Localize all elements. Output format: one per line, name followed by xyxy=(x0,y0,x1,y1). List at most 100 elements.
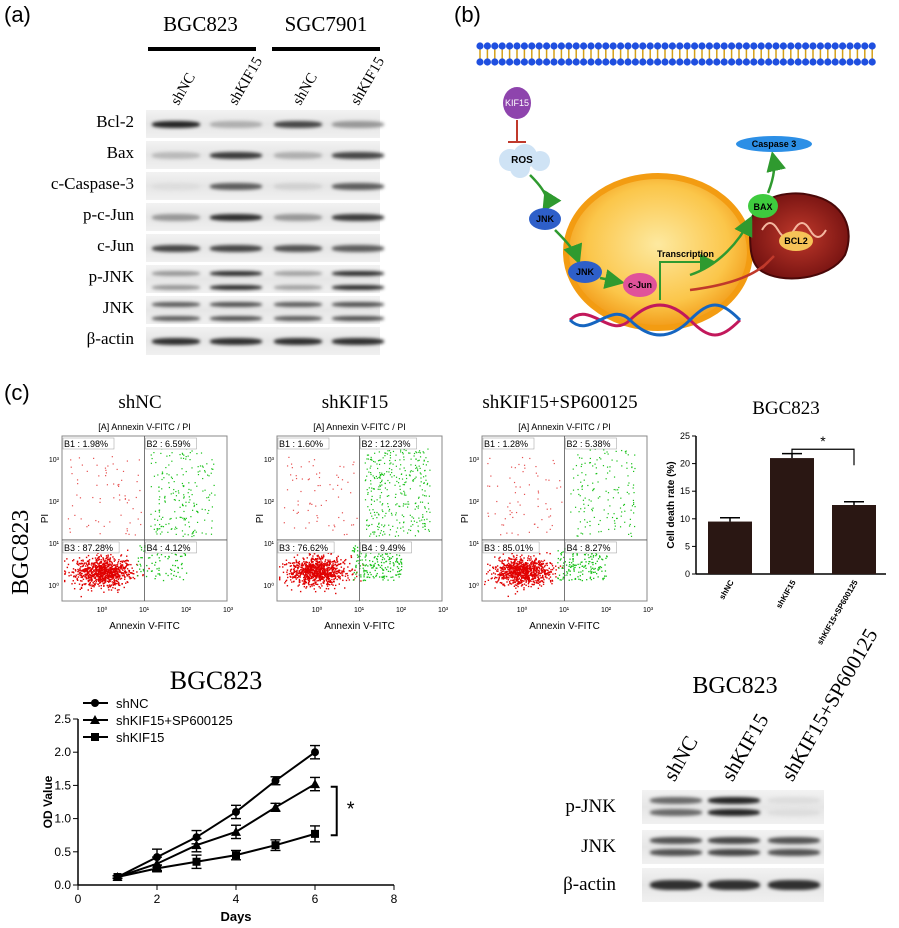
flow-xtick: 10² xyxy=(396,607,407,614)
flow-xtick: 10³ xyxy=(223,607,234,614)
series-point xyxy=(310,779,320,789)
bar-ytick-label: 10 xyxy=(680,514,690,524)
dna-strand-2 xyxy=(568,303,742,337)
blot-row xyxy=(146,265,384,293)
bax-node xyxy=(748,194,778,218)
series-line xyxy=(117,832,316,879)
flow-ytick: 10¹ xyxy=(469,541,480,548)
line-ytick-label: 1.0 xyxy=(54,812,71,826)
flow-ytick: 10² xyxy=(49,499,60,506)
flow-plot: [A] Annexin V-FITC / PI B1 : 1.60% B2 : 12… xyxy=(255,422,449,632)
blot-row-label: Bax xyxy=(106,143,134,162)
flow-title-line: [A] Annexin V-FITC / PI xyxy=(98,422,191,432)
flow-ytick: 10³ xyxy=(49,457,60,464)
series-line xyxy=(117,783,316,878)
flow-points xyxy=(484,448,636,598)
blot-band xyxy=(152,244,200,252)
bar-ytick-label: 20 xyxy=(680,459,690,469)
flow-title: shNC xyxy=(118,392,162,413)
flow-title: shKIF15+SP600125 xyxy=(482,392,638,413)
cjun-node xyxy=(623,273,657,297)
blot-band xyxy=(332,302,384,307)
blot-band xyxy=(274,213,322,221)
blot-row xyxy=(146,172,384,200)
kif15-label: KIF15 xyxy=(505,98,529,108)
blot-band xyxy=(152,337,200,345)
series-point xyxy=(271,841,280,850)
blot-row xyxy=(146,327,384,355)
flow-title-line: [A] Annexin V-FITC / PI xyxy=(313,422,406,432)
blot-band xyxy=(210,244,262,252)
bar-ylabel: Cell death rate (%) xyxy=(666,461,677,548)
flow-ytick: 10³ xyxy=(469,457,480,464)
bcl2-node xyxy=(779,231,813,251)
quadrant-b3: B3 : 87.28% xyxy=(64,543,113,553)
quadrant-b3: B3 : 85.01% xyxy=(484,543,533,553)
blot-band xyxy=(152,285,200,290)
series-point xyxy=(311,748,319,757)
flow-xtick: 10² xyxy=(601,607,612,614)
blot-band xyxy=(768,797,820,804)
western-blot-c: BGC823 shNC shKIF15 shKIF15+SP600125 p-JNK J… xyxy=(520,624,899,928)
blot-band xyxy=(152,302,200,307)
od-growth-line-chart: BGC823 0.0 0.5 1.0 1.5 2.0 2.5 0 2 4 6 8 Days OD Valu… xyxy=(41,666,398,924)
line-ytick-label: 2.0 xyxy=(54,745,71,759)
bcl2-label: BCL2 xyxy=(784,236,808,246)
legend-label: shKIF15+SP600125 xyxy=(116,713,233,728)
flow-xlabel: Annexin V-FITC xyxy=(109,621,180,632)
blot-band xyxy=(210,213,262,221)
bar xyxy=(708,521,752,574)
blot-band xyxy=(708,837,760,844)
blot-band xyxy=(152,182,200,190)
jnk-label-2: JNK xyxy=(576,267,595,277)
series-point xyxy=(231,826,241,836)
ros-cloud xyxy=(499,144,550,178)
blot-band xyxy=(274,316,322,321)
blot-band xyxy=(210,285,262,290)
blot-band xyxy=(152,120,200,128)
flow-ytick: 10² xyxy=(469,499,480,506)
flow-xtick: 10² xyxy=(181,607,192,614)
flow-xtick: 10¹ xyxy=(139,607,150,614)
legend-label: shNC xyxy=(116,696,149,711)
blot-band xyxy=(210,271,262,276)
line-chart-title: BGC823 xyxy=(170,666,262,695)
line-xlabel: Days xyxy=(220,909,251,924)
blot-band xyxy=(274,302,322,307)
flow-plot: [A] Annexin V-FITC / PI B1 : 1.28% B2 : 5.… xyxy=(460,422,654,632)
blot-band xyxy=(210,302,262,307)
flow-xtick: 10¹ xyxy=(354,607,365,614)
blot-band xyxy=(708,880,760,890)
panel-label-a: (a) xyxy=(4,2,31,27)
western-blot-a: BGC823 SGC7901 shNC shKIF15 shNC shKIF15 Bcl… xyxy=(0,0,450,370)
bar-category-label: shKIF15 xyxy=(774,578,798,610)
flow-xtick: 10⁰ xyxy=(517,606,528,614)
blot-band xyxy=(332,316,384,321)
lane-label: shKIF15 xyxy=(348,54,389,108)
bar-ytick-label: 15 xyxy=(680,486,690,496)
blot-band xyxy=(768,849,820,856)
blot-band xyxy=(708,849,760,856)
blot-band xyxy=(152,151,200,159)
line-ytick-label: 1.5 xyxy=(54,778,71,792)
line-ytick-label: 0.5 xyxy=(54,845,71,859)
flow-points xyxy=(64,448,216,598)
cell-line-bgc823: BGC823 xyxy=(163,12,238,36)
blot-band xyxy=(650,849,702,856)
blot-band xyxy=(708,797,760,804)
series-point xyxy=(192,857,201,866)
blot-band xyxy=(210,316,262,321)
blot-band xyxy=(708,809,760,816)
quadrant-b2: B2 : 5.38% xyxy=(567,439,611,449)
line-xtick-label: 6 xyxy=(312,892,319,906)
blot-row xyxy=(146,234,384,262)
blot-band xyxy=(274,182,322,190)
significance-bracket xyxy=(330,785,338,837)
blot-row-label: p-JNK xyxy=(88,267,134,286)
flow-xtick: 10³ xyxy=(643,607,654,614)
transcription-label: Transcription xyxy=(657,249,714,259)
blot-band xyxy=(274,151,322,159)
quadrant-b4: B4 : 8.27% xyxy=(567,543,611,553)
blot-band xyxy=(332,244,384,252)
quadrant-b1: B1 : 1.60% xyxy=(279,439,323,449)
